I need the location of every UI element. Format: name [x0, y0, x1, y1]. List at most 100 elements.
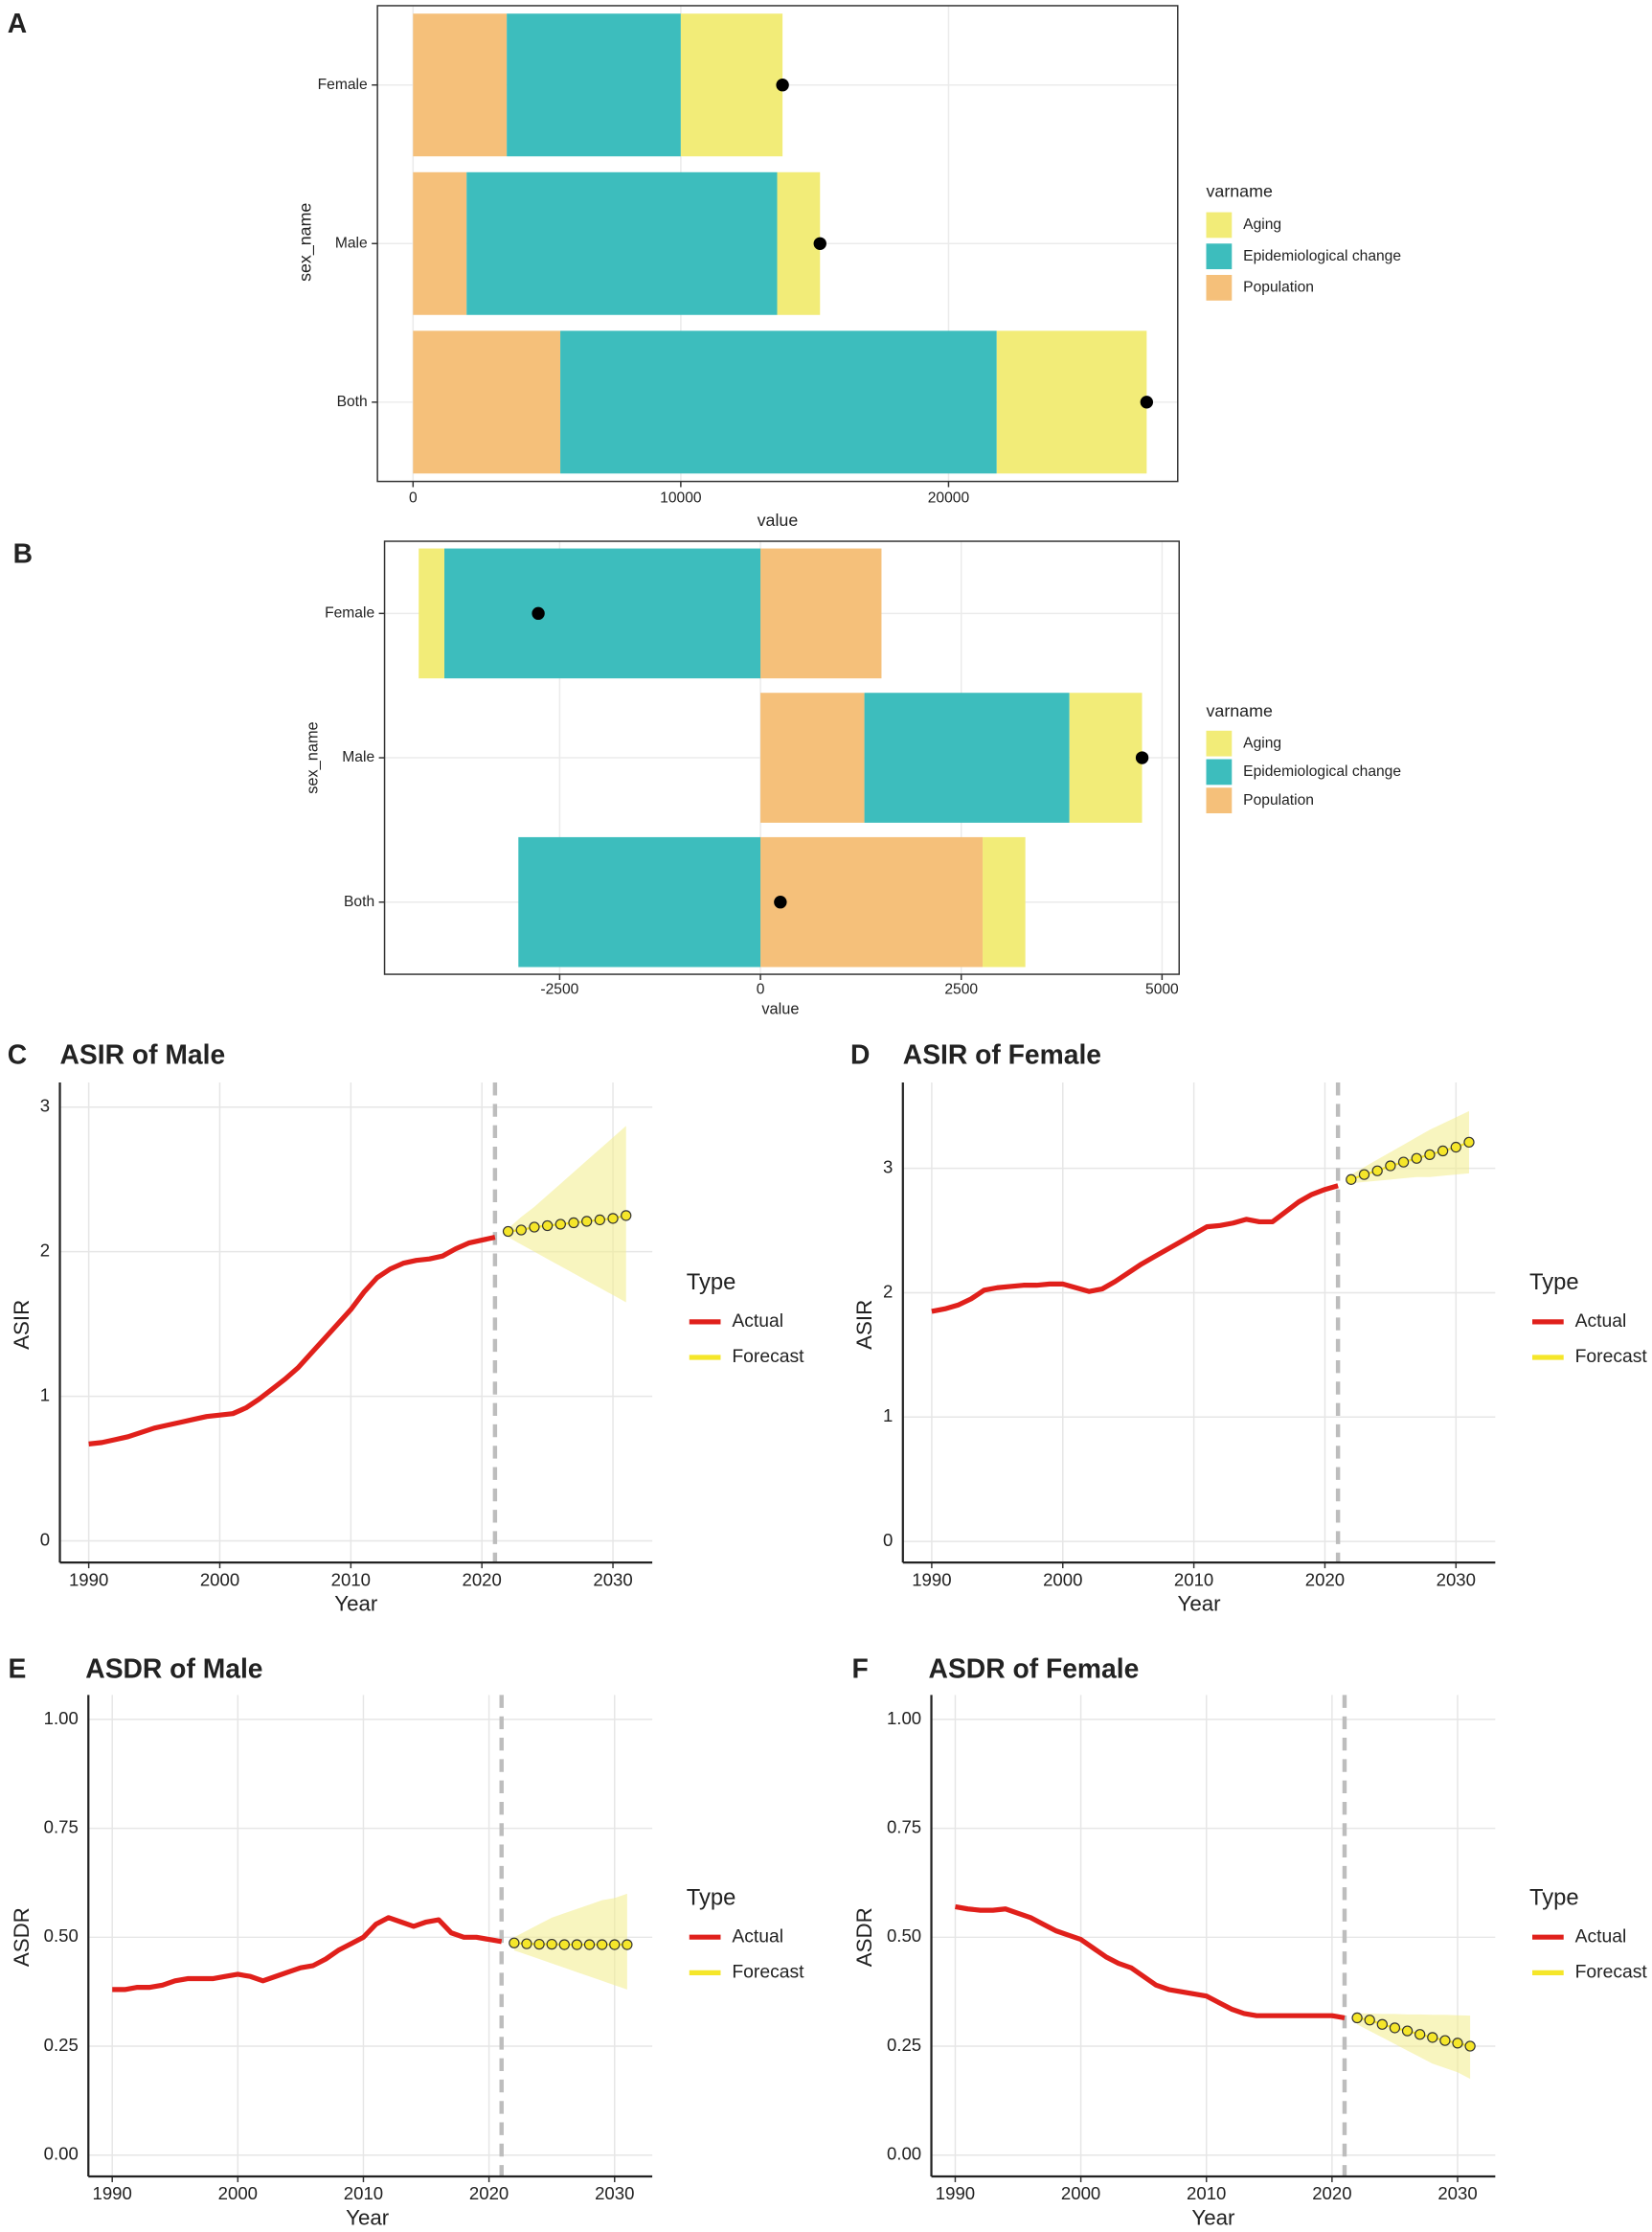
forecast-point	[554, 1218, 566, 1230]
legend-swatch	[1206, 212, 1233, 239]
total-dot	[776, 79, 789, 92]
bar-segment	[760, 693, 865, 823]
y-tick-label: Both	[344, 894, 374, 910]
forecast-point	[596, 1939, 608, 1950]
y-tick-label: 0.75	[887, 1817, 921, 1837]
legend-swatch	[1206, 787, 1233, 814]
x-tick-label: 20000	[928, 490, 970, 507]
x-tick-label: 2000	[218, 2183, 258, 2203]
x-tick-label: 2020	[463, 1569, 502, 1589]
legend-label: Epidemiological change	[1243, 763, 1401, 780]
x-tick-label: 2030	[1437, 2183, 1477, 2203]
y-tick-label: 1.00	[887, 1708, 921, 1728]
bar-segment	[760, 548, 882, 679]
y-tick-label: Female	[325, 604, 374, 621]
actual-line	[88, 1235, 496, 1446]
legend-title: Type	[1529, 1884, 1579, 1910]
x-tick-label: 2010	[1187, 2183, 1226, 2203]
chart-title: ASDR of Male	[85, 1653, 262, 1684]
confidence-band	[1350, 1110, 1469, 1184]
panel-letter: A	[8, 8, 27, 38]
legend-swatch	[1206, 759, 1233, 786]
forecast-line	[1356, 2016, 1471, 2048]
x-axis-label: Year	[346, 2206, 390, 2230]
panel-letter: C	[8, 1039, 27, 1070]
actual-line	[112, 1915, 503, 1993]
x-axis-label: Year	[1191, 2206, 1235, 2230]
x-tick-label: 0	[409, 490, 418, 507]
legend-label: Epidemiological change	[1243, 248, 1401, 264]
y-tick-label: Male	[335, 235, 368, 251]
forecast-point	[1414, 2029, 1426, 2040]
total-dot	[1135, 751, 1149, 764]
legend-title: Type	[687, 1884, 736, 1910]
legend-label: Actual	[1575, 1926, 1627, 1947]
y-axis-label: ASDR	[852, 1907, 876, 1967]
forecast-point	[583, 1939, 596, 1950]
bar-segment	[760, 836, 984, 968]
forecast-point	[1351, 2012, 1363, 2024]
forecast-point	[581, 1216, 593, 1227]
bar-segment	[560, 330, 997, 474]
forecast-point	[533, 1938, 545, 1950]
forecast-line	[508, 1214, 626, 1233]
chart-title: ASIR of Male	[60, 1039, 226, 1070]
legend-label: Actual	[732, 1926, 783, 1947]
y-tick-label: 0.75	[44, 1817, 79, 1837]
forecast-point	[1358, 1169, 1370, 1180]
legend-label: Population	[1243, 792, 1314, 809]
forecast-point	[1401, 2025, 1414, 2037]
chart-title: ASIR of Female	[903, 1039, 1101, 1070]
legend-label: Actual	[1575, 1311, 1627, 1332]
forecast-point	[1411, 1152, 1422, 1164]
x-tick-label: 2030	[595, 2183, 634, 2203]
y-tick-label: 0.50	[887, 1925, 921, 1946]
forecast-line	[1350, 1141, 1470, 1181]
legend-label: Actual	[732, 1311, 783, 1332]
legend-label: Population	[1243, 279, 1314, 295]
legend-title: varname	[1207, 181, 1273, 200]
legend-label: Forecast	[1575, 1962, 1648, 1982]
legend-swatch	[1206, 243, 1233, 270]
y-tick-label: 1	[40, 1384, 50, 1404]
legend-label: Forecast	[732, 1962, 804, 1982]
bar-segment	[413, 171, 467, 315]
forecast-point	[622, 1939, 633, 1950]
x-tick-label: 2020	[1305, 1569, 1345, 1589]
forecast-point	[594, 1214, 606, 1226]
legend-label: Aging	[1243, 216, 1281, 233]
x-tick-label: 2010	[331, 1569, 371, 1589]
y-tick-label: 2	[883, 1281, 893, 1301]
total-dot	[1140, 396, 1154, 409]
forecast-point	[558, 1939, 570, 1950]
forecast-point	[1437, 1145, 1449, 1157]
legend-label: Aging	[1243, 735, 1281, 751]
x-tick-label: 2010	[344, 2183, 383, 2203]
legend-title: Type	[687, 1269, 736, 1295]
forecast-point	[568, 1217, 579, 1229]
x-tick-label: 2030	[1437, 1569, 1476, 1589]
x-axis-label: value	[758, 511, 799, 530]
forecast-point	[609, 1939, 621, 1950]
bar-segment	[507, 13, 681, 157]
forecast-point	[1397, 1156, 1410, 1168]
bar-segment	[983, 836, 1026, 968]
bar-segment	[777, 171, 821, 315]
y-tick-label: 0.00	[887, 2144, 921, 2164]
forecast-point	[1389, 2022, 1401, 2034]
panel-letter: E	[9, 1653, 27, 1684]
forecast-point	[1371, 1165, 1383, 1176]
x-tick-label: 2020	[1312, 2183, 1351, 2203]
x-axis-label: Year	[334, 1592, 378, 1616]
bar-segment	[413, 13, 508, 157]
y-tick-label: 2	[40, 1241, 50, 1261]
panel-letter: F	[852, 1653, 869, 1684]
legend-swatch	[1206, 274, 1233, 301]
x-axis-label: value	[761, 1001, 799, 1018]
total-dot	[532, 606, 545, 621]
forecast-point	[1452, 2038, 1463, 2049]
x-tick-label: 2010	[1174, 1569, 1213, 1589]
total-dot	[774, 896, 787, 909]
y-tick-label: 0.50	[44, 1925, 79, 1946]
